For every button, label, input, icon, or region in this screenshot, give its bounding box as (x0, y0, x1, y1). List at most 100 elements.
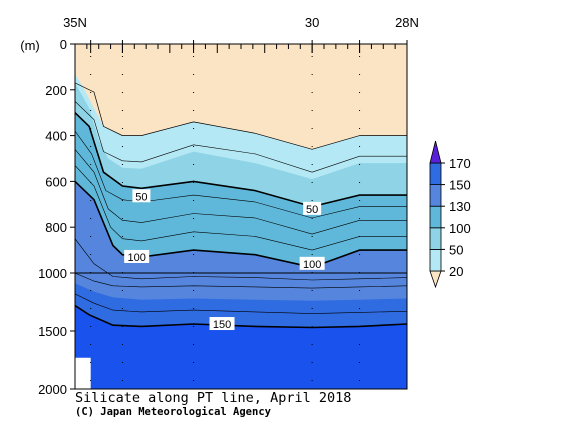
contour-label-150: 150 (213, 319, 231, 331)
station-dot (90, 326, 92, 327)
contour-label-bg (132, 189, 151, 203)
station-dot (311, 74, 313, 75)
station-dot (311, 254, 313, 255)
station-dot (359, 56, 361, 57)
station-dot (90, 290, 92, 291)
station-dot (90, 236, 92, 237)
station-dot (193, 254, 195, 255)
station-dot (121, 326, 123, 327)
station-dot (311, 272, 313, 273)
contour-label-100: 100 (303, 259, 321, 271)
thin-isoline-7 (75, 293, 407, 314)
x-tick-label: 30 (305, 15, 319, 30)
station-dot (121, 362, 123, 363)
station-dot (311, 164, 313, 165)
colorbar-label: 150 (449, 178, 471, 193)
station-dot (193, 290, 195, 291)
station-dot (193, 308, 195, 309)
station-dot (359, 326, 361, 327)
station-dot (90, 200, 92, 201)
station-dot (193, 110, 195, 111)
thin-isoline-6 (75, 272, 407, 289)
station-dot (193, 128, 195, 129)
contour-20 (75, 82, 407, 150)
station-dot (359, 74, 361, 75)
station-dot (121, 74, 123, 75)
station-dot (359, 362, 361, 363)
station-dot (359, 200, 361, 201)
thin-isoline-2 (75, 130, 407, 219)
station-dot (193, 200, 195, 201)
station-dot (193, 272, 195, 273)
station-dot (90, 128, 92, 129)
station-dot (193, 326, 195, 327)
silicate-fill-layers (75, 44, 407, 389)
contour-labels: 50 50 100 100 150 (124, 189, 325, 331)
station-dot (193, 92, 195, 93)
station-dot (311, 92, 313, 93)
station-dot (90, 110, 92, 111)
thin-isoline-5 (75, 238, 407, 281)
silicate-isolines (75, 82, 407, 329)
station-dot (121, 182, 123, 183)
station-dot (90, 254, 92, 255)
y-tick-label: 2000 (38, 382, 67, 397)
station-dot (121, 380, 123, 381)
station-dot (121, 218, 123, 219)
contour-100 (75, 180, 407, 269)
colorbar-band (429, 227, 442, 250)
x-tick-label: 35N (63, 15, 87, 30)
station-dot (311, 308, 313, 309)
station-dot (359, 380, 361, 381)
thin-isoline-1 (75, 101, 407, 173)
y-tick-label: 400 (45, 129, 67, 144)
station-dot (121, 308, 123, 309)
station-dot (359, 164, 361, 165)
station-dot (121, 254, 123, 255)
colorbar-extend-high (429, 140, 442, 164)
no-data-region (75, 357, 91, 389)
contour-label-bg (303, 201, 322, 215)
station-dot (311, 128, 313, 129)
station-dot (121, 200, 123, 201)
colorbar-label: 20 (449, 264, 463, 279)
colorbar-label: 130 (449, 199, 471, 214)
station-dot (359, 308, 361, 309)
station-dot (121, 128, 123, 129)
station-dot (90, 56, 92, 57)
station-dot (359, 128, 361, 129)
station-dot (311, 326, 313, 327)
station-dot (359, 92, 361, 93)
station-dot (90, 146, 92, 147)
station-dot (193, 362, 195, 363)
station-dot (90, 380, 92, 381)
station-dot (90, 182, 92, 183)
contour-50 (75, 112, 407, 208)
station-dot (311, 290, 313, 291)
colorbar-label: 50 (449, 242, 463, 257)
colorbar-band (429, 205, 442, 229)
station-dot (359, 344, 361, 345)
station-dot (193, 56, 195, 57)
station-dot (121, 290, 123, 291)
station-dot (90, 362, 92, 363)
station-dot (121, 344, 123, 345)
y-tick-label: 1500 (38, 324, 67, 339)
station-dot (121, 146, 123, 147)
contour-label-50: 50 (135, 191, 147, 203)
station-dot (193, 182, 195, 183)
station-dot (193, 164, 195, 165)
y-tick-label: 600 (45, 174, 67, 189)
colorbar-band (429, 162, 442, 186)
station-dot (90, 74, 92, 75)
y-axis-label: (m) (20, 38, 40, 53)
station-dot (90, 344, 92, 345)
colorbar-label: 170 (449, 156, 471, 171)
contour-label-bg (299, 256, 325, 270)
x-tick-label: 28N (395, 15, 419, 30)
station-dot (90, 164, 92, 165)
station-dot (311, 236, 313, 237)
station-dot (311, 218, 313, 219)
axes: 0 200 400 600 800 1000 1500 2000 (m) 35N 30 28N (20, 15, 419, 397)
colorbar-extend-low (429, 270, 442, 289)
